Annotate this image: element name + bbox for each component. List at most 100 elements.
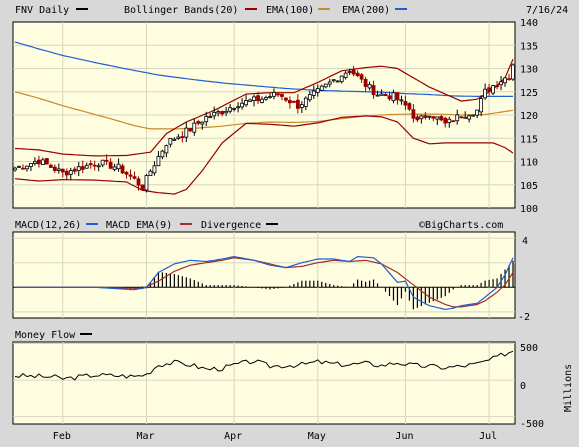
mf-tick-mid: 0	[520, 381, 526, 392]
candle-body	[164, 145, 169, 154]
candle-body	[216, 111, 221, 114]
macd-label: MACD(12,26)	[15, 220, 81, 231]
candle-body	[188, 128, 193, 132]
candle-body	[204, 116, 209, 123]
candle-body	[52, 166, 57, 171]
candle-body	[200, 121, 205, 125]
candle-body	[284, 97, 288, 101]
bollinger-label: Bollinger Bands(20)	[124, 5, 238, 16]
macd-tick-top: 4	[522, 236, 528, 247]
candle-body	[459, 116, 464, 119]
x-tick-label: May	[308, 431, 326, 442]
candle-body	[375, 94, 380, 97]
candle-body	[479, 98, 484, 113]
mf-tick-bottom: -500	[520, 419, 544, 430]
candle-body	[291, 101, 296, 103]
candle-body	[475, 109, 480, 116]
candle-body	[511, 64, 515, 80]
x-tick-label: Feb	[53, 431, 71, 442]
candle-body	[339, 75, 344, 83]
candle-body	[240, 102, 244, 108]
candle-body	[419, 115, 424, 120]
candle-body	[228, 107, 233, 112]
candle-body	[192, 122, 197, 133]
candle-body	[447, 118, 452, 124]
ema200-label: EMA(200)	[342, 5, 390, 16]
date-label: 7/16/24	[526, 5, 568, 16]
candle-body	[407, 103, 412, 110]
candle-body	[180, 136, 185, 138]
candle-body	[156, 156, 161, 167]
candle-body	[132, 176, 137, 179]
candle-body	[343, 72, 348, 78]
candle-body	[403, 101, 408, 106]
price-tick-label: 130	[520, 65, 538, 76]
price-tick-label: 125	[520, 88, 538, 99]
candle-body	[395, 92, 400, 101]
price-tick-label: 140	[520, 18, 538, 29]
x-tick-label: Jul	[479, 431, 497, 442]
price-tick-label: 115	[520, 134, 538, 145]
candle-body	[252, 96, 256, 101]
candle-body	[224, 110, 229, 114]
price-tick-label: 135	[520, 41, 538, 52]
candle-body	[383, 93, 388, 97]
candle-body	[287, 100, 292, 104]
ema100-label: EMA(100)	[266, 5, 314, 16]
candle-body	[120, 165, 125, 174]
candle-body	[507, 78, 511, 81]
bollinger-upper-line	[14, 58, 514, 157]
candle-body	[495, 85, 499, 87]
candle-body	[196, 121, 201, 124]
candle-body	[307, 94, 312, 101]
candle-body	[13, 167, 17, 171]
candle-body	[168, 138, 173, 145]
candle-body	[367, 84, 372, 89]
candle-body	[33, 161, 37, 165]
candle-body	[29, 163, 33, 167]
x-tick-label: Jun	[395, 431, 413, 442]
candle-body	[37, 159, 41, 165]
money-flow-panel	[12, 341, 516, 425]
candle-body	[483, 88, 488, 99]
candle-body	[100, 159, 105, 166]
candle-body	[212, 111, 217, 117]
candle-body	[327, 81, 332, 85]
candle-body	[232, 108, 237, 110]
candle-body	[208, 116, 213, 118]
candle-body	[124, 171, 129, 175]
candle-body	[463, 116, 468, 119]
candle-body	[220, 111, 225, 115]
candle-body	[76, 166, 81, 171]
candle-body	[256, 95, 260, 102]
candle-body	[299, 104, 304, 108]
candle-body	[112, 166, 117, 170]
candle-body	[363, 79, 368, 87]
ema100-line	[14, 91, 514, 130]
candle-body	[423, 115, 428, 118]
candle-body	[152, 165, 157, 174]
money-flow-axis-label: Millions	[563, 364, 574, 412]
candle-body	[21, 167, 25, 170]
bollinger-lower-line	[14, 115, 514, 195]
divergence-label: Divergence	[201, 220, 261, 231]
money-flow-line	[14, 350, 514, 381]
candle-body	[25, 165, 29, 170]
candle-body	[427, 115, 432, 118]
macd-ema-label: MACD EMA(9)	[106, 220, 172, 231]
candle-body	[399, 99, 404, 102]
candle-body	[471, 114, 476, 117]
candle-body	[84, 164, 89, 169]
ticker-label: FNV Daily	[15, 5, 69, 16]
candle-body	[244, 100, 248, 106]
candle-body	[184, 127, 189, 138]
macd-line	[15, 255, 514, 311]
candle-body	[80, 166, 85, 170]
candle-body	[359, 74, 364, 80]
candle-body	[280, 93, 284, 97]
candle-body	[40, 159, 45, 165]
candle-body	[387, 95, 392, 100]
candle-body	[487, 87, 491, 92]
candle-body	[68, 170, 73, 175]
